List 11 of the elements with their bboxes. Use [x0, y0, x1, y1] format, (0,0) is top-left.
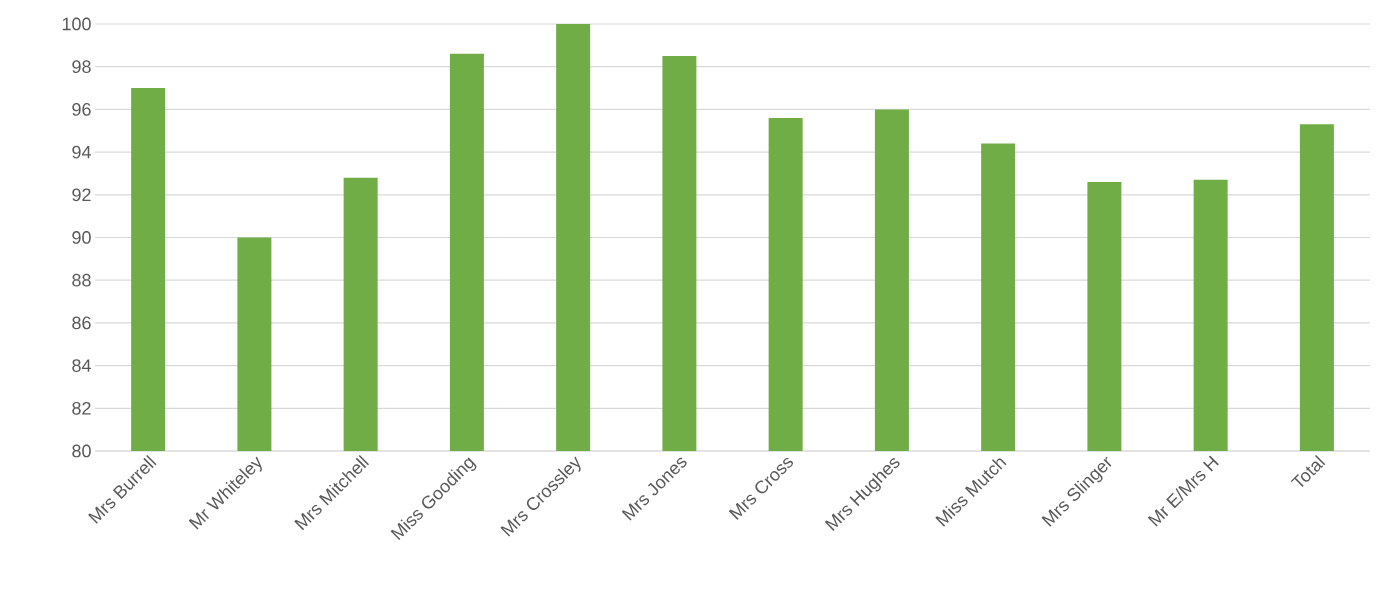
y-tick-label: 84: [72, 359, 91, 372]
y-tick-label: 80: [72, 444, 91, 458]
y-tick-label: 96: [72, 103, 91, 116]
y-tick-label: 90: [72, 231, 91, 244]
y-tick-label: 92: [72, 188, 91, 202]
y-tick-label: 98: [72, 60, 91, 74]
y-tick-label: 94: [72, 145, 91, 159]
y-tick-label: 86: [72, 316, 91, 330]
y-tick-label: 100: [62, 17, 91, 31]
y-tick-label: 88: [72, 273, 91, 287]
y-tick-label: 82: [72, 401, 91, 415]
